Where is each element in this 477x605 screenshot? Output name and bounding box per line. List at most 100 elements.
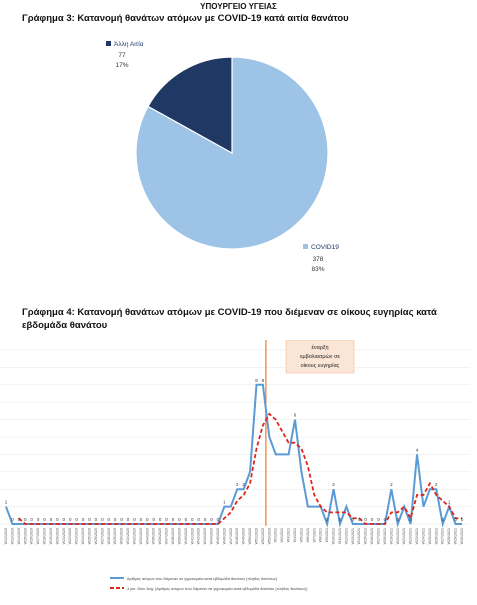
data-label: 2 (236, 482, 239, 487)
x-tick-label: W31/2020 (126, 528, 130, 544)
x-tick-label: W44/2020 (210, 528, 214, 544)
x-tick-label: W45/2020 (216, 528, 220, 544)
x-tick-label: W38/2020 (171, 528, 175, 544)
data-label: 1 (223, 500, 226, 505)
data-label: 6 (294, 413, 297, 418)
data-label: 0 (210, 517, 213, 522)
data-label: 0 (120, 517, 123, 522)
data-label: 0 (358, 517, 361, 522)
data-label: 8 (255, 378, 258, 383)
x-tick-label: W15/2020 (23, 528, 27, 544)
x-tick-label: W42/2020 (197, 528, 201, 544)
annotation-line-2: εμβολιασμών σε (300, 353, 340, 360)
data-label: 0 (217, 517, 220, 522)
annotation-line-1: έναρξη (311, 344, 328, 351)
x-tick-label: W25/2020 (87, 528, 91, 544)
x-tick-label: W22/2020 (68, 528, 72, 544)
x-tick-label: W32/2020 (132, 528, 136, 544)
x-tick-label: W20/2020 (55, 528, 59, 544)
data-label: 0 (191, 517, 194, 522)
data-label: 0 (63, 517, 66, 522)
legend-percent-covid: 83% (311, 266, 324, 273)
data-label: 0 (377, 517, 380, 522)
pie-slice-covid (135, 56, 329, 250)
x-tick-label: W50/2020 (248, 528, 252, 544)
x-tick-label: W23/2021 (415, 528, 419, 544)
data-label: 0 (140, 517, 143, 522)
data-label: 0 (326, 517, 329, 522)
x-tick-label: W41/2020 (190, 528, 194, 544)
data-label: 0 (339, 517, 342, 522)
x-tick-label: W51/2020 (254, 528, 258, 544)
x-tick-label: W11/2021 (338, 528, 342, 544)
data-label: 0 (18, 517, 21, 522)
x-tick-label: W15/2021 (364, 528, 368, 544)
x-tick-label: W17/2021 (377, 528, 381, 544)
x-tick-label: W5/2021 (299, 528, 303, 542)
chart3-title: Γράφημα 3: Κατανομή θανάτων ατόμων με CO… (22, 13, 349, 24)
data-label: 0 (197, 517, 200, 522)
data-label: 0 (133, 517, 136, 522)
legend-label-weekly: Αριθμός ατόμων που διέμεναν σε γηροκομεί… (127, 577, 278, 581)
x-tick-label: W21/2021 (402, 528, 406, 544)
x-tick-label: W52/2020 (261, 528, 265, 544)
x-tick-label: W30/2020 (120, 528, 124, 544)
x-tick-label: W19/2020 (49, 528, 53, 544)
x-tick-label: W24/2020 (81, 528, 85, 544)
x-tick-label: W14/2020 (17, 528, 21, 544)
x-tick-label: W2/2021 (280, 528, 284, 542)
ministry-header: ΥΠΟΥΡΓΕΙΟ ΥΓΕΙΑΣ (200, 2, 277, 11)
legend-other: Άλλη Αιτία 77 17% (106, 40, 144, 69)
legend-covid: COVID19 378 83% (303, 244, 339, 273)
data-label: 0 (43, 517, 46, 522)
data-label: 0 (108, 517, 111, 522)
x-tick-label: W13/2020 (10, 528, 14, 544)
data-label: 0 (30, 517, 33, 522)
data-label: 0 (178, 517, 181, 522)
data-label: 0 (24, 517, 27, 522)
data-label: 0 (50, 517, 53, 522)
data-label: 0 (384, 517, 387, 522)
data-label: 0 (461, 517, 464, 522)
data-label: 0 (454, 517, 457, 522)
x-tick-label: W23/2020 (75, 528, 79, 544)
x-tick-label: W21/2020 (62, 528, 66, 544)
data-label: 0 (185, 517, 188, 522)
x-tick-label: W18/2020 (43, 528, 47, 544)
annotation-line-3: οίκους ευγηρίας (301, 363, 340, 369)
legend-swatch-covid (303, 244, 308, 249)
data-label: 0 (352, 517, 355, 522)
x-tick-label: W39/2020 (177, 528, 181, 544)
data-label: 0 (441, 517, 444, 522)
x-tick-label: W16/2020 (30, 528, 34, 544)
data-label: 0 (88, 517, 91, 522)
data-label: 0 (114, 517, 117, 522)
x-tick-label: W27/2021 (441, 528, 445, 544)
data-label: 0 (101, 517, 104, 522)
x-tick-label: W49/2020 (242, 528, 246, 544)
x-tick-label: W4/2021 (293, 528, 297, 542)
x-tick-label: W12/2020 (4, 528, 8, 544)
x-tick-label: W36/2020 (158, 528, 162, 544)
x-tick-label: W28/2021 (447, 528, 451, 544)
legend-label-moving-avg: 3 per. Mov. Avg. (Αριθμός ατόμων που διέ… (127, 587, 308, 591)
x-tick-label: W18/2021 (383, 528, 387, 544)
x-tick-label: W3/2021 (287, 528, 291, 542)
x-tick-label: W8/2021 (319, 528, 323, 542)
x-tick-label: W9/2021 (325, 528, 329, 542)
x-tick-label: W19/2021 (389, 528, 393, 544)
data-label: 0 (364, 517, 367, 522)
x-tick-label: W24/2021 (421, 528, 425, 544)
x-tick-label: W20/2021 (396, 528, 400, 544)
data-label: 0 (159, 517, 162, 522)
data-label: 0 (37, 517, 40, 522)
x-tick-label: W22/2021 (409, 528, 413, 544)
pie-slice-other (147, 56, 233, 155)
data-label: 0 (69, 517, 72, 522)
legend-percent-other: 17% (115, 62, 128, 69)
data-label: 8 (262, 378, 265, 383)
data-label: 0 (56, 517, 59, 522)
x-tick-label: W35/2020 (152, 528, 156, 544)
data-label: 0 (409, 517, 412, 522)
data-label: 2 (332, 482, 335, 487)
